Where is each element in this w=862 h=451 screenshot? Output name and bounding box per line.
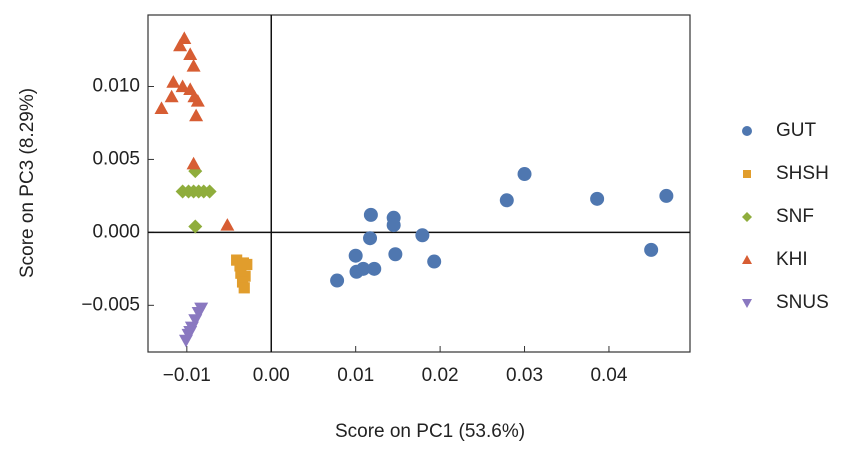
legend-marker bbox=[743, 170, 751, 178]
point bbox=[517, 167, 532, 182]
point bbox=[189, 108, 204, 122]
point bbox=[499, 193, 514, 208]
legend-marker bbox=[742, 255, 752, 264]
legend-marker bbox=[742, 299, 752, 308]
point bbox=[164, 89, 179, 103]
point bbox=[659, 188, 674, 203]
point bbox=[238, 282, 250, 294]
point bbox=[330, 273, 345, 288]
x-tick-label: 0.00 bbox=[253, 365, 290, 386]
legend-label: SNUS bbox=[776, 292, 829, 313]
x-tick-label: 0.01 bbox=[337, 365, 374, 386]
y-tick-label: 0.000 bbox=[92, 221, 140, 242]
point bbox=[183, 325, 198, 339]
point bbox=[190, 94, 205, 107]
point bbox=[175, 79, 190, 93]
point bbox=[188, 219, 203, 234]
point bbox=[427, 254, 442, 269]
y-tick-label: −0.005 bbox=[81, 294, 140, 315]
x-tick-label: −0.01 bbox=[163, 365, 211, 386]
point bbox=[356, 261, 371, 276]
point bbox=[241, 258, 253, 271]
point bbox=[388, 247, 403, 262]
legend-label: SNF bbox=[776, 206, 814, 227]
point bbox=[154, 101, 169, 114]
x-tick-label: 0.04 bbox=[590, 365, 627, 386]
point bbox=[363, 207, 378, 222]
point bbox=[186, 59, 201, 72]
legend-marker bbox=[742, 126, 752, 136]
point bbox=[188, 314, 203, 327]
legend-label: SHSH bbox=[776, 163, 829, 184]
point bbox=[183, 47, 198, 60]
y-tick-label: 0.010 bbox=[92, 76, 140, 97]
x-axis-title: Score on PC1 (53.6%) bbox=[335, 421, 525, 442]
legend-label: GUT bbox=[776, 120, 817, 141]
x-tick-label: 0.02 bbox=[422, 365, 459, 386]
plot-frame bbox=[147, 14, 691, 353]
point bbox=[186, 156, 201, 170]
legend-label: KHI bbox=[776, 249, 808, 270]
point bbox=[239, 270, 251, 282]
point bbox=[590, 191, 605, 206]
point bbox=[348, 248, 363, 263]
point bbox=[178, 334, 193, 348]
point bbox=[415, 228, 430, 243]
point bbox=[173, 38, 188, 52]
point bbox=[202, 184, 217, 199]
point bbox=[191, 307, 206, 320]
point bbox=[367, 261, 382, 276]
x-tick-label: 0.03 bbox=[506, 365, 543, 386]
point bbox=[363, 231, 378, 246]
point bbox=[220, 218, 235, 231]
point bbox=[231, 254, 243, 266]
point bbox=[166, 75, 181, 88]
point bbox=[236, 276, 249, 288]
legend-marker bbox=[742, 212, 752, 222]
point bbox=[644, 242, 659, 257]
point bbox=[386, 218, 401, 233]
y-tick-label: 0.005 bbox=[92, 148, 140, 169]
y-axis-title: Score on PC3 (8.29%) bbox=[17, 88, 38, 278]
